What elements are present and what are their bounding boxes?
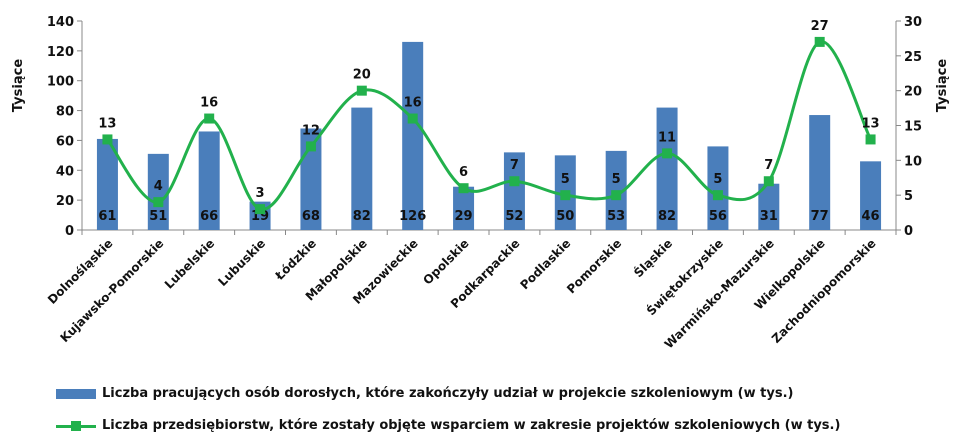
y-tick-label-left: 120 <box>47 45 74 60</box>
legend-swatch-bar <box>56 388 96 399</box>
y-tick-label-right: 10 <box>904 154 922 169</box>
line-value-label: 5 <box>561 172 570 187</box>
y-tick-label-left: 20 <box>56 194 74 209</box>
line-value-label: 4 <box>154 179 163 194</box>
bar <box>453 186 475 230</box>
bar-value-label: 29 <box>455 209 473 224</box>
line-value-label: 13 <box>98 116 116 131</box>
line-value-label: 5 <box>612 172 621 187</box>
category-label: Lubuskie <box>215 236 268 289</box>
line-point <box>611 190 622 201</box>
y-tick-label-left: 60 <box>56 134 74 149</box>
bar <box>503 152 525 230</box>
category-label: Pomorskie <box>564 236 624 296</box>
y-tick-label-right: 30 <box>904 15 922 30</box>
y-tick-label-left: 40 <box>56 164 74 179</box>
bar <box>656 107 678 230</box>
bar-value-label: 46 <box>862 209 880 224</box>
bar <box>147 153 169 230</box>
category-label: Lubelskie <box>162 236 217 291</box>
category-label: Podlaskie <box>517 236 573 292</box>
line-value-label: 11 <box>658 130 676 145</box>
bar-value-label: 77 <box>811 209 829 224</box>
category-label: Łódzkie <box>272 236 319 283</box>
line-point <box>458 183 469 194</box>
line-point <box>204 113 215 124</box>
y-axis-title-left: Tysiące <box>11 59 26 112</box>
y-tick-label-right: 25 <box>904 50 922 65</box>
y-tick-label-right: 0 <box>904 224 913 239</box>
bar-value-label: 68 <box>302 209 320 224</box>
y-tick-label-left: 100 <box>47 75 74 90</box>
bar-value-label: 82 <box>353 209 371 224</box>
category-label: Kujawsko-Pomorskie <box>58 236 167 345</box>
bar <box>96 138 118 230</box>
y-tick-label-left: 0 <box>65 224 74 239</box>
bar-value-label: 66 <box>200 209 218 224</box>
bar-value-label: 53 <box>607 209 625 224</box>
line-value-label: 16 <box>404 96 422 111</box>
line-value-label: 13 <box>862 116 880 131</box>
line-point <box>305 141 316 152</box>
bar <box>809 115 831 230</box>
y-tick-label-right: 20 <box>904 85 922 100</box>
bar-value-label: 56 <box>709 209 727 224</box>
bar <box>860 161 882 230</box>
legend-item-line: Liczba przedsiębiorstw, które zostały ob… <box>56 418 840 433</box>
y-tick-label-right: 15 <box>904 120 922 135</box>
category-label: Opolskie <box>420 236 471 287</box>
bar-value-label: 61 <box>98 209 116 224</box>
line-point <box>814 36 825 47</box>
bar <box>758 183 780 230</box>
line-point <box>102 134 113 145</box>
line-point <box>662 148 673 159</box>
line-point <box>356 85 367 96</box>
series-line <box>106 40 872 211</box>
line-point <box>712 190 723 201</box>
line-value-label: 5 <box>713 172 722 187</box>
line-value-label: 16 <box>200 96 218 111</box>
legend-label-line: Liczba przedsiębiorstw, które zostały ob… <box>102 418 841 433</box>
bar-value-label: 50 <box>556 209 574 224</box>
y-tick-label-right: 5 <box>904 189 913 204</box>
line-point <box>509 176 520 187</box>
bar <box>351 107 373 230</box>
y-axis-title-right: Tysiące <box>935 59 950 112</box>
line-value-label: 3 <box>256 186 265 201</box>
bar <box>198 131 220 230</box>
bar-value-label: 82 <box>658 209 676 224</box>
bar-value-label: 126 <box>399 209 426 224</box>
legend-item-bars: Liczba pracujących osób dorosłych, które… <box>56 386 793 401</box>
bar <box>402 41 424 231</box>
bar <box>707 146 729 230</box>
line-value-label: 7 <box>510 158 519 173</box>
category-label: Śląskie <box>630 236 675 281</box>
line-point <box>255 204 266 215</box>
line-value-label: 6 <box>459 165 468 180</box>
legend-swatch-line <box>56 420 96 431</box>
legend-label-bars: Liczba pracujących osób dorosłych, które… <box>102 386 794 401</box>
y-tick-label-left: 140 <box>47 15 74 30</box>
line-point <box>153 197 164 208</box>
bar-value-label: 51 <box>149 209 167 224</box>
line-point <box>560 190 571 201</box>
line-point <box>763 176 774 187</box>
line-point <box>407 113 418 124</box>
line-value-label: 27 <box>811 19 829 34</box>
line-value-label: 12 <box>302 123 320 138</box>
bar-value-label: 31 <box>760 209 778 224</box>
y-tick-label-left: 80 <box>56 105 74 120</box>
line-point <box>865 134 876 145</box>
bar-value-label: 52 <box>505 209 523 224</box>
line-value-label: 7 <box>764 158 773 173</box>
category-label: Zachodniopomorskie <box>769 236 879 346</box>
line-value-label: 20 <box>353 68 371 83</box>
